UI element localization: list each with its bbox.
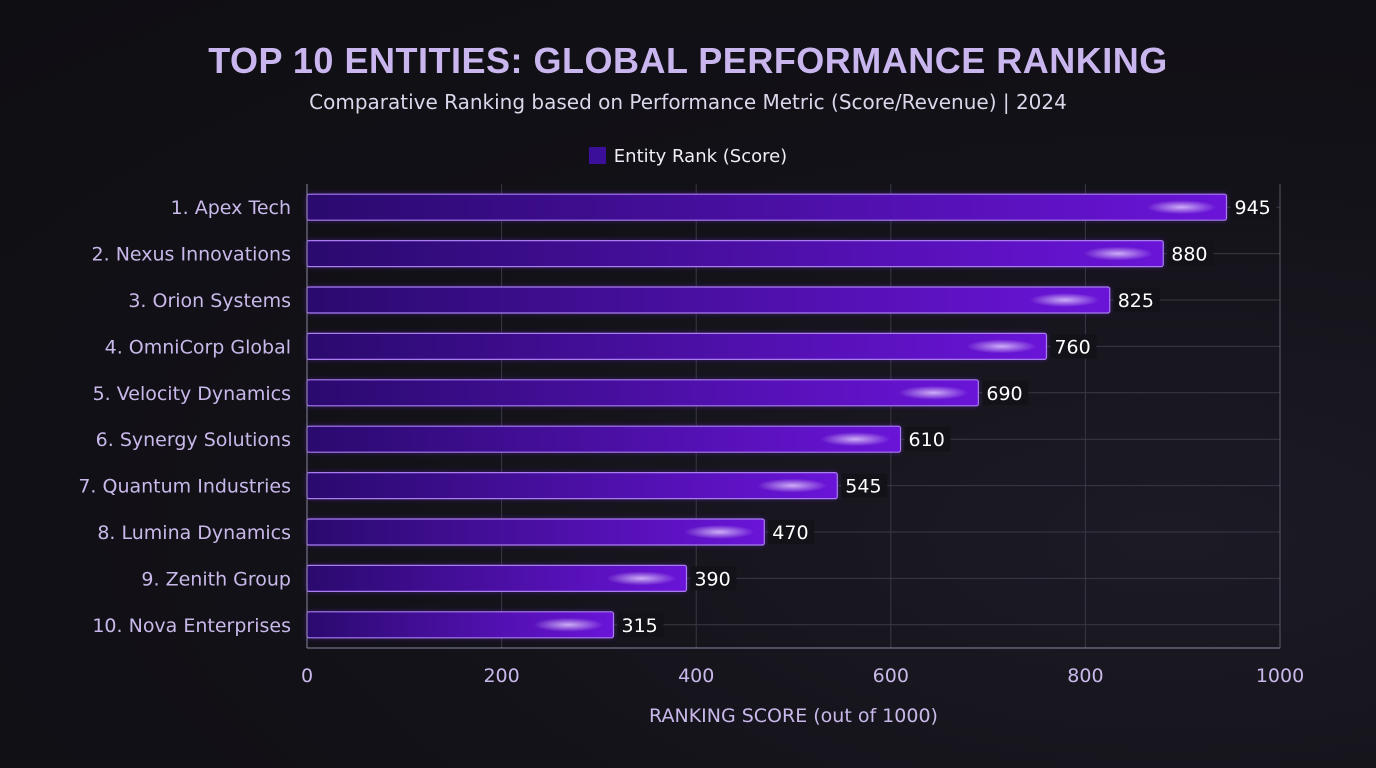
x-axis-title: RANKING SCORE (out of 1000)	[649, 705, 938, 727]
y-tick-label: 5. Velocity Dynamics	[93, 383, 291, 405]
x-tick-label: 800	[1067, 665, 1103, 687]
bar-highlight	[1083, 246, 1154, 261]
label-bg	[1167, 241, 1214, 266]
bar	[306, 332, 1048, 360]
bar	[306, 286, 1111, 314]
data-label: 390	[694, 568, 730, 590]
data-label: 945	[1234, 197, 1270, 219]
data-label: 825	[1118, 290, 1154, 312]
label-bg	[617, 612, 664, 637]
bar-highlight	[898, 385, 969, 400]
legend-swatch	[588, 147, 606, 164]
label-bg	[690, 566, 737, 591]
y-tick-label: 9. Zenith Group	[141, 568, 291, 590]
label-bg	[982, 380, 1029, 405]
bar-highlight	[533, 617, 604, 632]
x-tick-label: 1000	[1256, 665, 1304, 687]
y-tick-label: 10. Nova Enterprises	[92, 615, 291, 637]
bar	[306, 379, 979, 407]
data-label: 760	[1054, 336, 1090, 358]
label-bg	[841, 473, 888, 498]
chart-title: TOP 10 ENTITIES: GLOBAL PERFORMANCE RANK…	[208, 40, 1168, 81]
data-label: 545	[845, 476, 881, 498]
bar-highlight	[757, 478, 828, 493]
x-tick-label: 0	[301, 665, 313, 687]
label-bg	[768, 520, 815, 544]
legend-label: Entity Rank (Score)	[613, 146, 788, 167]
y-tick-label: 1. Apex Tech	[171, 197, 291, 219]
x-tick-label: 600	[873, 665, 909, 687]
bar-highlight	[606, 571, 677, 586]
y-tick-label: 7. Quantum Industries	[78, 476, 291, 498]
bar	[306, 240, 1164, 268]
label-bg	[1113, 288, 1160, 312]
bar-highlight	[1029, 293, 1100, 307]
x-tick-label: 200	[483, 665, 519, 687]
y-tick-label: 3. Orion Systems	[128, 290, 291, 312]
data-label: 315	[621, 615, 657, 637]
y-tick-label: 8. Lumina Dynamics	[97, 522, 291, 544]
label-bg	[1050, 334, 1097, 359]
bar	[306, 193, 1228, 221]
label-bg	[1230, 195, 1277, 220]
bar-highlight	[820, 432, 891, 447]
chart-subtitle: Comparative Ranking based on Performance…	[309, 90, 1067, 114]
bar-highlight	[966, 339, 1037, 354]
bar-highlight	[684, 525, 755, 539]
bar-highlight	[1146, 200, 1217, 215]
data-label: 880	[1171, 244, 1207, 266]
legend: Entity Rank (Score)	[0, 146, 1376, 167]
data-label: 470	[772, 522, 808, 544]
bar	[306, 425, 902, 453]
data-label: 610	[909, 429, 945, 451]
y-tick-label: 4. OmniCorp Global	[105, 336, 291, 358]
label-bg	[904, 427, 951, 452]
y-tick-label: 2. Nexus Innovations	[92, 244, 291, 266]
data-label: 690	[986, 383, 1022, 405]
x-tick-label: 400	[678, 665, 714, 687]
y-tick-label: 6. Synergy Solutions	[96, 429, 291, 451]
